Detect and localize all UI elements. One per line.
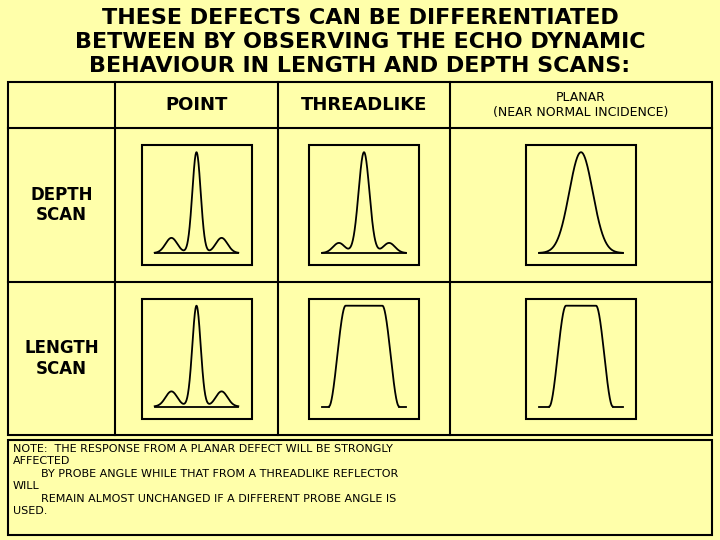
Bar <box>526 299 636 418</box>
Bar <box>309 299 419 418</box>
Bar <box>8 440 712 535</box>
Bar <box>142 299 251 418</box>
Bar <box>142 145 251 265</box>
Text: POINT: POINT <box>166 96 228 114</box>
Text: THREADLIKE: THREADLIKE <box>301 96 427 114</box>
Text: NOTE:  THE RESPONSE FROM A PLANAR DEFECT WILL BE STRONGLY
AFFECTED
        BY PR: NOTE: THE RESPONSE FROM A PLANAR DEFECT … <box>13 444 398 516</box>
Text: LENGTH
SCAN: LENGTH SCAN <box>24 339 99 378</box>
Bar <box>526 145 636 265</box>
Text: PLANAR
(NEAR NORMAL INCIDENCE): PLANAR (NEAR NORMAL INCIDENCE) <box>493 91 669 119</box>
Bar <box>309 145 419 265</box>
Text: DEPTH
SCAN: DEPTH SCAN <box>30 186 93 225</box>
Text: THESE DEFECTS CAN BE DIFFERENTIATED: THESE DEFECTS CAN BE DIFFERENTIATED <box>102 8 618 28</box>
Text: BEHAVIOUR IN LENGTH AND DEPTH SCANS:: BEHAVIOUR IN LENGTH AND DEPTH SCANS: <box>89 56 631 76</box>
Text: BETWEEN BY OBSERVING THE ECHO DYNAMIC: BETWEEN BY OBSERVING THE ECHO DYNAMIC <box>75 32 645 52</box>
Bar <box>8 82 712 435</box>
